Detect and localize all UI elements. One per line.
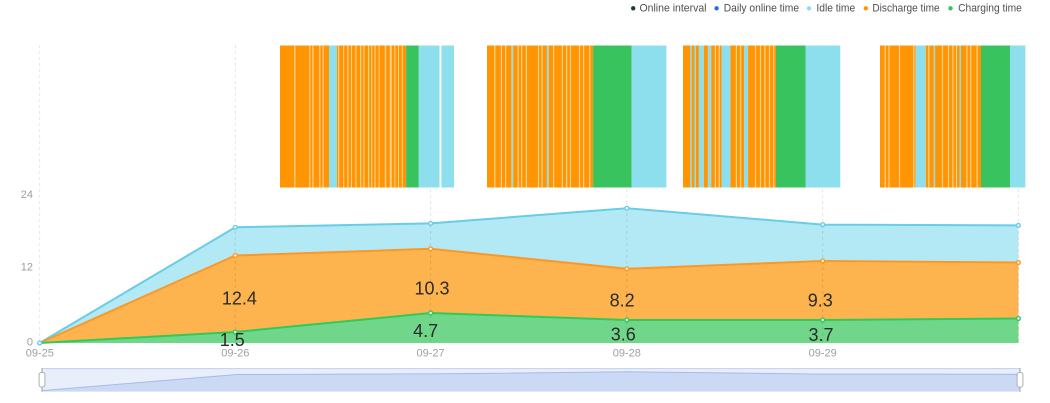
svg-text:09-27: 09-27 [417,348,445,360]
svg-text:0: 0 [27,336,33,348]
svg-text:8.2: 8.2 [610,291,635,311]
svg-text:12.4: 12.4 [222,289,257,309]
svg-text:Charging time: Charging time [958,3,1022,15]
svg-text:Discharge time: Discharge time [872,3,939,15]
svg-text:09-28: 09-28 [613,348,641,360]
svg-text:09-25: 09-25 [26,348,54,360]
svg-text:Online interval: Online interval [640,3,707,15]
svg-text:12: 12 [21,261,33,273]
svg-text:10.3: 10.3 [414,278,449,298]
svg-text:Idle time: Idle time [816,3,855,15]
svg-text:1.5: 1.5 [220,330,245,350]
svg-text:3.6: 3.6 [611,324,636,344]
svg-text:09-26: 09-26 [221,348,249,360]
svg-text:09-29: 09-29 [809,348,837,360]
svg-text:24: 24 [21,189,33,201]
svg-text:3.7: 3.7 [808,325,833,345]
svg-text:4.7: 4.7 [413,321,438,341]
svg-text:Daily online time: Daily online time [724,3,799,15]
svg-text:9.3: 9.3 [808,291,833,311]
